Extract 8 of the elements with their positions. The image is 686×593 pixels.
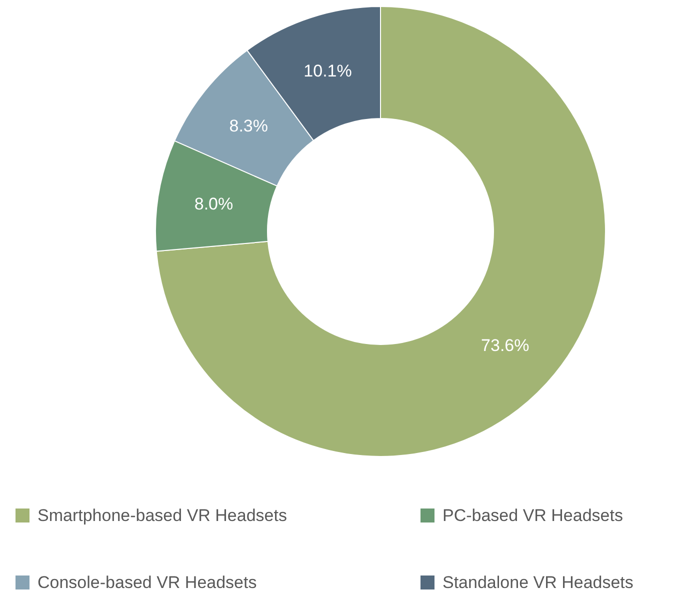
data-label: 73.6% (481, 336, 530, 356)
data-label: 8.0% (194, 194, 234, 214)
data-label: 10.1% (304, 61, 352, 80)
legend-label: PC-based VR Headsets (442, 506, 623, 525)
data-label: 8.3% (229, 116, 268, 136)
legend-label: Smartphone-based VR Headsets (38, 506, 287, 525)
legend-label: Console-based VR Headsets (38, 573, 257, 592)
legend-label: Standalone VR Headsets (442, 573, 634, 592)
